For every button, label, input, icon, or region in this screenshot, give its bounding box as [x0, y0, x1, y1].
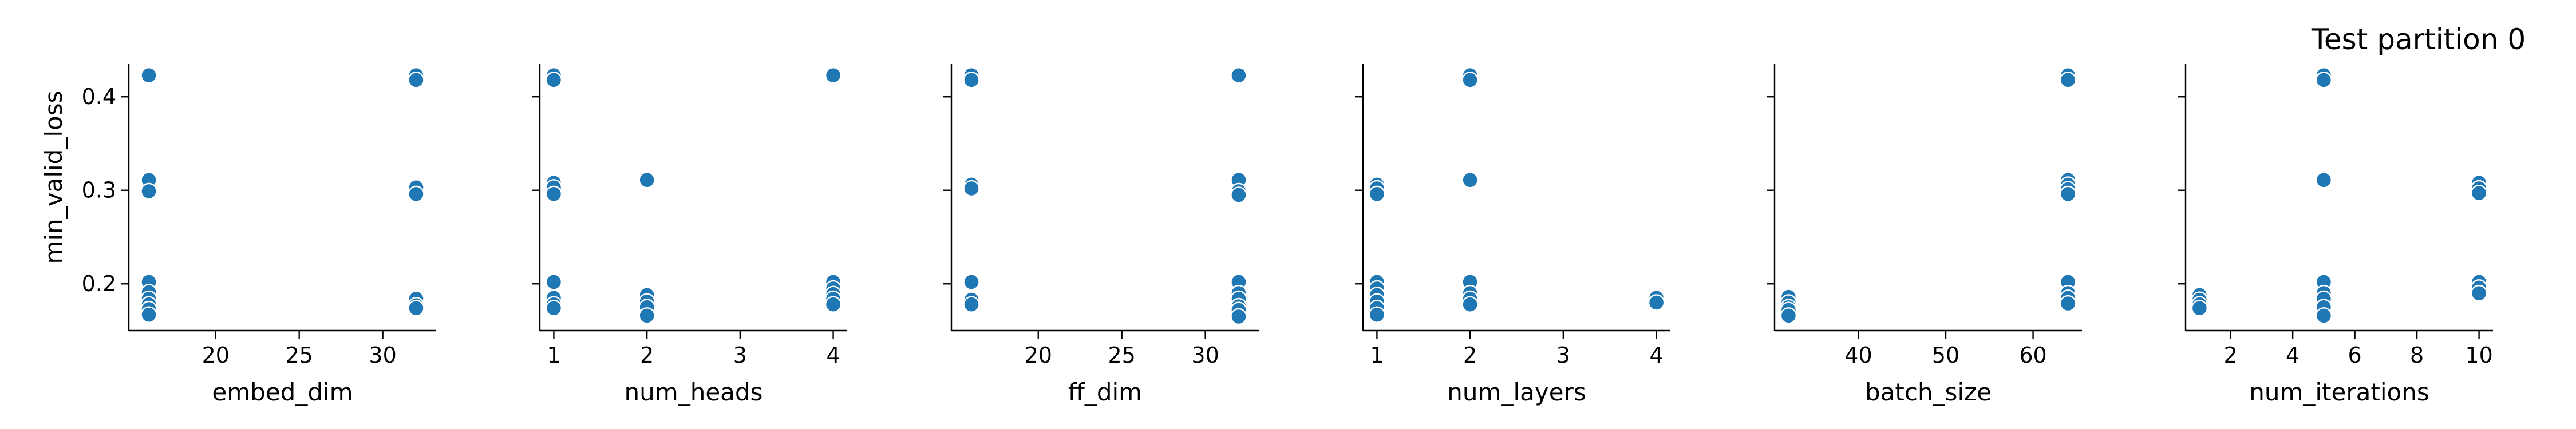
data-point — [638, 172, 655, 189]
x-axis-label: num_iterations — [2249, 378, 2429, 406]
x-tick-label: 1 — [1370, 343, 1384, 368]
x-tick-label: 4 — [826, 343, 840, 368]
data-point — [2059, 295, 2077, 312]
data-point — [1230, 186, 1247, 204]
data-point — [1368, 185, 1386, 202]
x-tick-label: 60 — [2019, 343, 2046, 368]
x-axis-label: ff_dim — [1068, 378, 1142, 406]
subplot-ff_dim: 20 25 30 ff_dim — [943, 64, 1259, 406]
x-tick-label: 30 — [1191, 343, 1219, 368]
data-point — [1230, 66, 1247, 84]
x-tick-label: 20 — [202, 343, 230, 368]
x-tick-label: 25 — [286, 343, 313, 368]
data-point — [824, 66, 842, 84]
x-tick-label: 4 — [2286, 343, 2300, 368]
data-point — [1368, 306, 1386, 323]
x-axis-label: batch_size — [1865, 378, 1992, 406]
y-tick-label: 0.4 — [82, 84, 116, 109]
x-axis-label: embed_dim — [212, 378, 353, 406]
x-tick-label: 3 — [1556, 343, 1570, 368]
y-tick-label: 0.3 — [82, 178, 116, 203]
x-tick-label: 30 — [369, 343, 396, 368]
data-point — [2315, 307, 2333, 324]
data-point — [824, 296, 842, 313]
x-axis-label: num_layers — [1447, 378, 1586, 406]
x-tick-label: 4 — [1649, 343, 1663, 368]
data-point — [545, 273, 563, 291]
data-point — [638, 307, 655, 324]
x-tick-label: 40 — [1844, 343, 1872, 368]
data-point — [2191, 300, 2208, 317]
x-axis-label: num_heads — [625, 378, 763, 406]
subplot-num_heads: 1 2 3 4 num_heads — [532, 64, 847, 406]
data-point — [963, 72, 980, 89]
data-point — [408, 300, 425, 317]
data-point — [2470, 284, 2488, 302]
data-point — [963, 296, 980, 313]
y-axis-label: min_valid_loss — [39, 91, 68, 264]
data-point — [545, 300, 563, 317]
data-point — [1230, 308, 1247, 325]
subplot-batch_size: 40 50 60 batch_size — [1767, 64, 2082, 406]
x-tick-label: 2 — [1463, 343, 1477, 368]
data-point — [140, 182, 157, 200]
data-point — [2315, 72, 2333, 89]
x-tick-label: 8 — [2410, 343, 2424, 368]
x-tick-label: 6 — [2348, 343, 2362, 368]
data-point — [2315, 172, 2333, 189]
data-point — [140, 306, 157, 323]
data-point — [963, 180, 980, 197]
x-tick-label: 3 — [733, 343, 747, 368]
data-point — [545, 185, 563, 202]
data-point — [408, 185, 425, 202]
subplot-embed_dim: 0.2 0.3 0.4 20 25 30 embed_dim — [82, 64, 436, 406]
subplot-num_layers: 1 2 3 4 num_layers — [1355, 64, 1670, 406]
figure-title: Test partition 0 — [2311, 23, 2526, 56]
data-point — [1647, 294, 1665, 311]
x-tick-label: 2 — [640, 343, 654, 368]
data-point — [1461, 296, 1479, 313]
x-tick-label: 10 — [2465, 343, 2492, 368]
data-point — [408, 72, 425, 89]
data-point — [1780, 307, 1797, 324]
y-tick-label: 0.2 — [82, 271, 116, 296]
data-point — [140, 66, 157, 84]
data-point — [545, 72, 563, 89]
data-point — [963, 273, 980, 291]
data-point — [2059, 185, 2077, 202]
x-tick-label: 1 — [547, 343, 560, 368]
subplot-num_iterations: 2 4 6 8 10 num_iterations — [2178, 64, 2493, 406]
x-tick-label: 25 — [1108, 343, 1136, 368]
data-point — [1461, 72, 1479, 89]
x-tick-label: 2 — [2224, 343, 2238, 368]
x-tick-label: 50 — [1932, 343, 1959, 368]
data-point — [1461, 172, 1479, 189]
data-point — [2059, 72, 2077, 89]
x-tick-label: 20 — [1025, 343, 1052, 368]
data-point — [2470, 184, 2488, 202]
